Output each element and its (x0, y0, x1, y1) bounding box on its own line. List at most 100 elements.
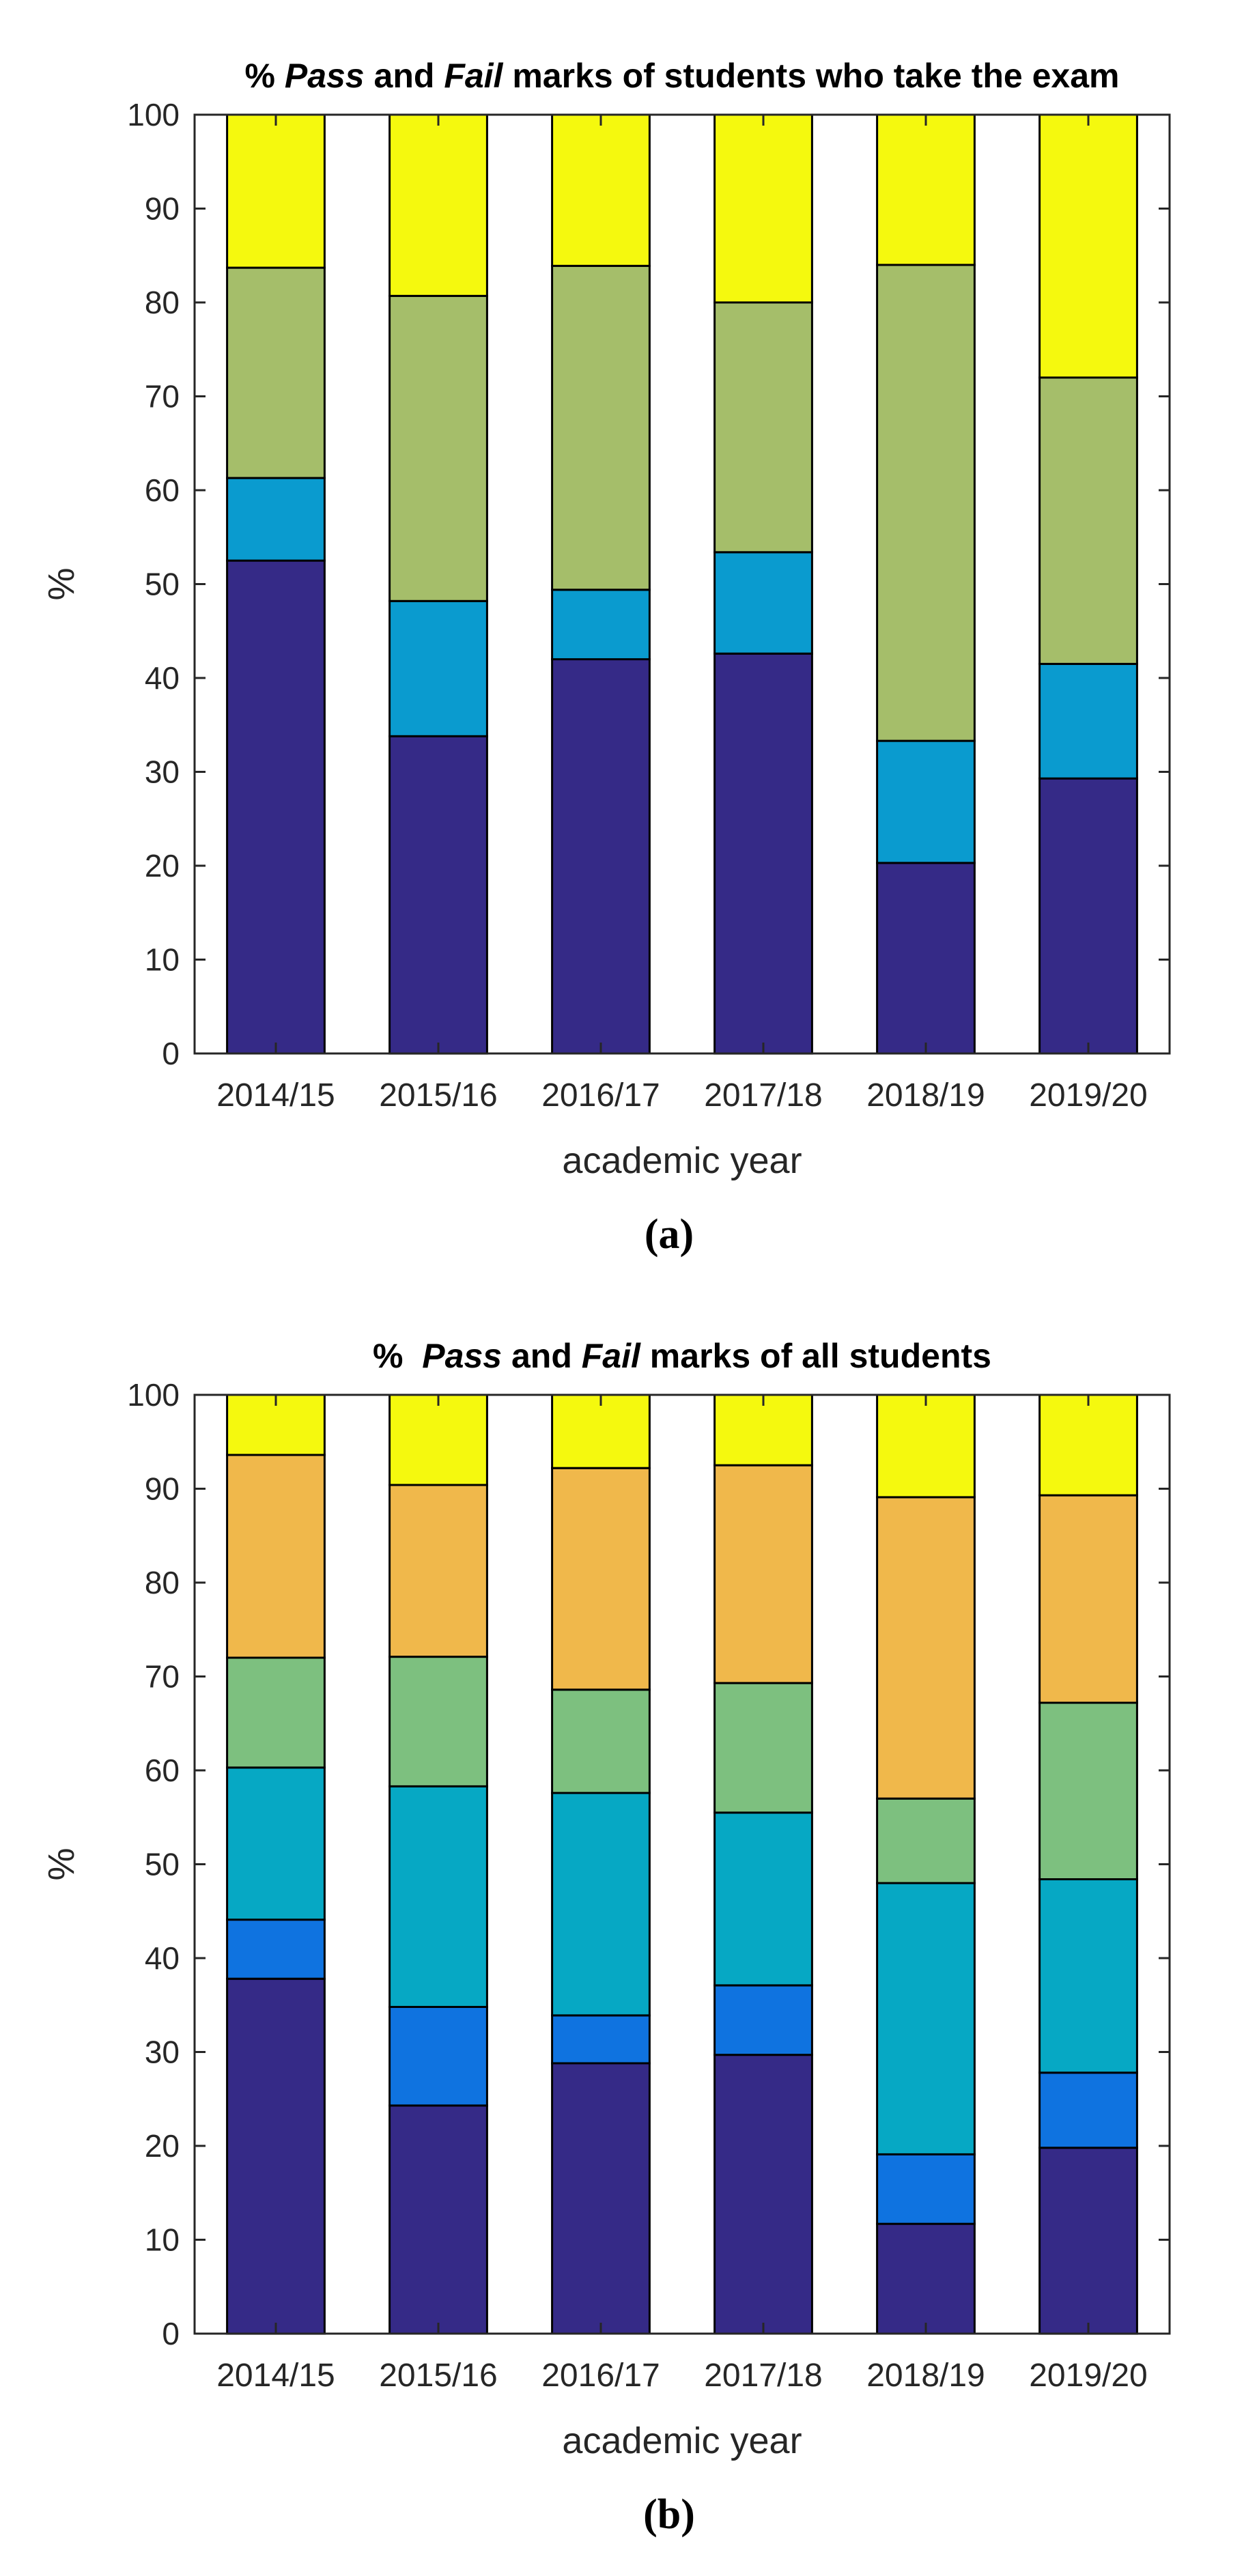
bar-2018-19-segment-2 (876, 739, 976, 864)
bar-2019-20-segment-5 (1038, 1494, 1138, 1704)
chart-title-part: Pass (285, 57, 365, 95)
y-tick-label-20: 20 (145, 2128, 180, 2164)
chart-title-part: % (373, 1337, 422, 1375)
y-tick-label-40: 40 (145, 1940, 180, 1976)
bar-2018-19-segment-1 (876, 2222, 976, 2335)
bar-2018-19-segment-1 (876, 862, 976, 1055)
y-tick-label-30: 30 (145, 2035, 180, 2070)
bar-2017-18-segment-4 (713, 113, 813, 304)
x-tick-label-2014-15: 2014/15 (216, 1077, 335, 1114)
x-tick-label-2018-19: 2018/19 (866, 2358, 985, 2394)
bar-2015-16-segment-4 (388, 1656, 488, 1787)
bar-2018-19-segment-4 (876, 1797, 976, 1884)
y-tick-label-30: 30 (145, 754, 180, 790)
bar-2016-17-segment-1 (551, 2062, 651, 2335)
bar-2015-16-segment-3 (388, 294, 488, 602)
x-tick-label-2015-16: 2015/16 (379, 1077, 498, 1114)
x-tick-label-2019-20: 2019/20 (1029, 1077, 1148, 1114)
bar-2015-16-segment-2 (388, 2006, 488, 2107)
chart-title: % Pass and Fail marks of all students (373, 1337, 991, 1375)
y-tick-label-80: 80 (145, 285, 180, 320)
bar-2015-16-segment-2 (388, 599, 488, 737)
y-tick-label-0: 0 (162, 1036, 180, 1071)
chart-panel-b: 0 10 20 30 40 50 60 70 80 90 100 2014/15 2015/16 2016… (41, 1337, 1171, 2538)
bar-2019-20-segment-3 (1038, 376, 1138, 665)
bar-2016-17-segment-5 (551, 1467, 651, 1691)
bar-2016-17-segment-3 (551, 264, 651, 591)
chart-title: % Pass and Fail marks of students who ta… (244, 57, 1119, 95)
chart-title-part: marks of students who take the exam (503, 57, 1119, 95)
bar-2017-18-segment-1 (713, 652, 813, 1055)
y-axis-label: % (41, 567, 82, 600)
x-tick-label-2017-18: 2017/18 (704, 2358, 823, 2394)
panel-caption: (a) (645, 1211, 694, 1258)
y-tick-label-60: 60 (145, 1753, 180, 1788)
x-axis-label: academic year (562, 2420, 802, 2461)
y-axis-label: % (41, 1848, 82, 1880)
bar-2019-20-segment-2 (1038, 2071, 1138, 2149)
y-tick-label-70: 70 (145, 379, 180, 414)
bar-2015-16-segment-5 (388, 1484, 488, 1658)
bar-2016-17-segment-2 (551, 589, 651, 661)
y-tick-label-10: 10 (145, 942, 180, 978)
bar-2019-20-segment-4 (1038, 1701, 1138, 1880)
y-tick-label-50: 50 (145, 567, 180, 602)
x-tick-label-2019-20: 2019/20 (1029, 2358, 1148, 2394)
bar-2019-20-segment-4 (1038, 113, 1138, 379)
y-tick-label-90: 90 (145, 1471, 180, 1507)
y-tick-label-60: 60 (145, 472, 180, 508)
chart-panel-a: 0 10 20 30 40 50 60 70 80 90 100 2014/15 2015/16 2016… (41, 57, 1171, 1258)
bar-2014-15-segment-4 (226, 1656, 326, 1769)
x-tick-label-2016-17: 2016/17 (541, 2358, 660, 2394)
x-tick-label-2014-15: 2014/15 (216, 2358, 335, 2394)
bar-2014-15-segment-5 (226, 1454, 326, 1659)
bar-2017-18-segment-5 (713, 1464, 813, 1684)
x-tick-label-2015-16: 2015/16 (379, 2358, 498, 2394)
bar-2015-16-segment-6 (388, 1393, 488, 1486)
bar-2016-17-segment-3 (551, 1792, 651, 2017)
bar-2017-18-segment-2 (713, 1984, 813, 2056)
bar-2018-19-segment-5 (876, 1496, 976, 1800)
bar-2015-16-segment-3 (388, 1785, 488, 2008)
bar-2016-17-segment-2 (551, 2014, 651, 2065)
bar-2018-19-segment-3 (876, 1882, 976, 2155)
bar-2018-19-segment-4 (876, 113, 976, 266)
y-tick-label-50: 50 (145, 1847, 180, 1882)
y-tick-label-40: 40 (145, 660, 180, 696)
bar-2014-15-segment-3 (226, 266, 326, 479)
bar-2018-19-segment-3 (876, 264, 976, 742)
bar-2017-18-segment-1 (713, 2054, 813, 2335)
chart-title-part: marks of all students (640, 1337, 991, 1375)
bar-2016-17-segment-4 (551, 113, 651, 267)
bar-2016-17-segment-6 (551, 1393, 651, 1469)
bar-2019-20-segment-3 (1038, 1878, 1138, 2074)
bar-2019-20-segment-6 (1038, 1393, 1138, 1497)
bar-2018-19-segment-2 (876, 2153, 976, 2225)
bar-2019-20-segment-1 (1038, 777, 1138, 1055)
x-tick-label-2016-17: 2016/17 (541, 1077, 660, 1114)
chart-title-part: Pass (422, 1337, 502, 1375)
bar-2014-15-segment-1 (226, 559, 326, 1055)
bar-2014-15-segment-3 (226, 1766, 326, 1921)
bar-2014-15-segment-2 (226, 1919, 326, 1980)
x-axis-label: academic year (562, 1140, 802, 1181)
bar-2019-20-segment-1 (1038, 2147, 1138, 2335)
y-tick-label-100: 100 (127, 1377, 180, 1413)
bar-2016-17-segment-1 (551, 658, 651, 1055)
bar-2018-19-segment-6 (876, 1393, 976, 1499)
y-tick-label-70: 70 (145, 1659, 180, 1695)
bar-2017-18-segment-4 (713, 1682, 813, 1814)
chart-title-part: Fail (582, 1337, 641, 1375)
bar-2015-16-segment-1 (388, 2104, 488, 2335)
bar-2019-20-segment-2 (1038, 662, 1138, 780)
bar-2014-15-segment-2 (226, 477, 326, 562)
x-tick-label-2017-18: 2017/18 (704, 1077, 823, 1114)
chart-title-part: and (365, 57, 444, 95)
bar-2015-16-segment-1 (388, 735, 488, 1055)
x-tick-label-2018-19: 2018/19 (866, 1077, 985, 1114)
chart-title-part: and (502, 1337, 582, 1375)
bar-2017-18-segment-3 (713, 1811, 813, 1987)
bar-2017-18-segment-6 (713, 1393, 813, 1467)
bar-2017-18-segment-3 (713, 301, 813, 554)
